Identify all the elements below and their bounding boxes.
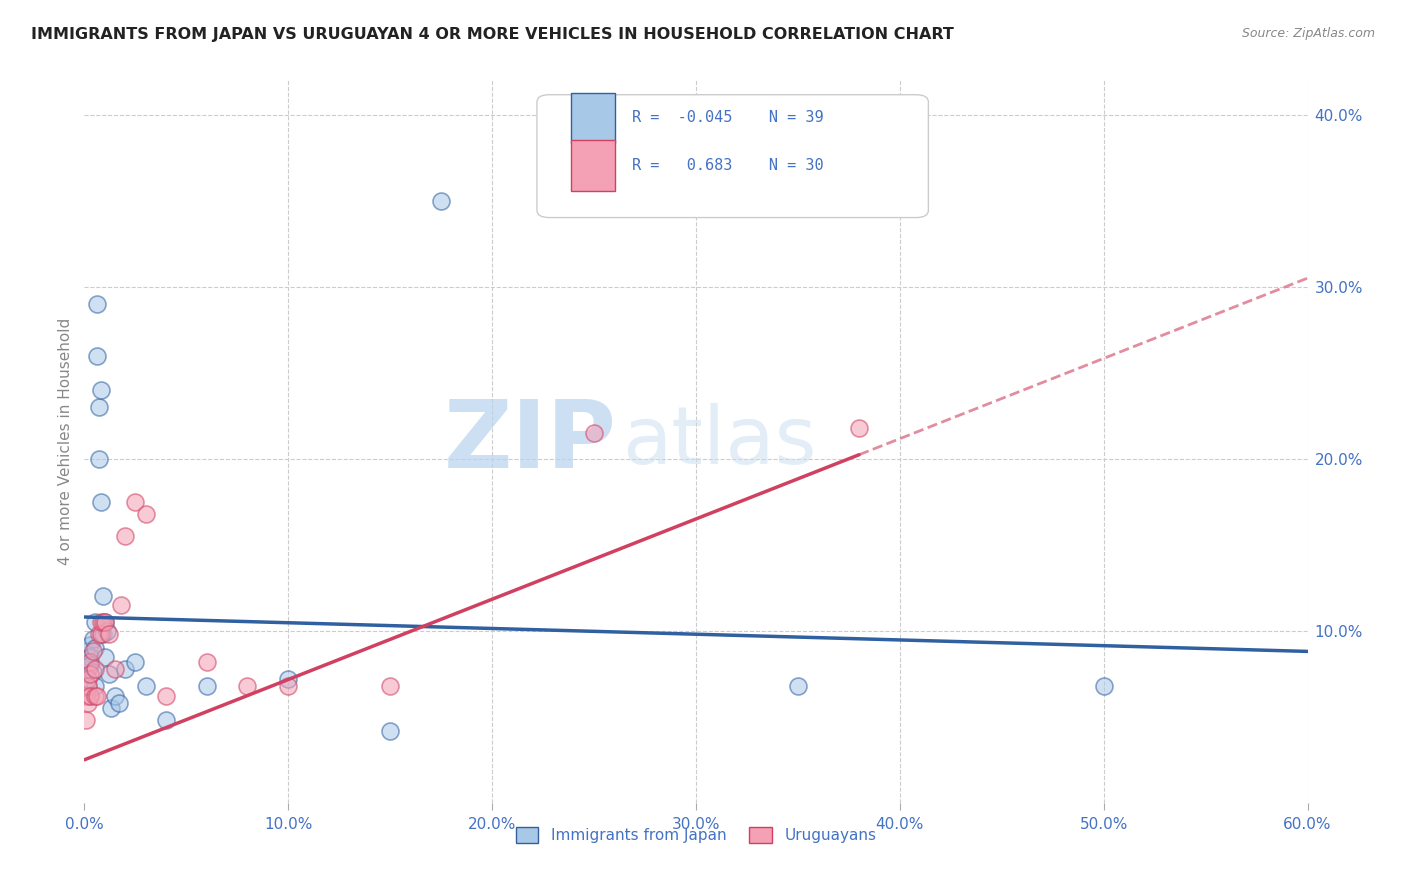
Text: R =   0.683    N = 30: R = 0.683 N = 30 — [633, 158, 824, 173]
Point — [124, 655, 146, 669]
Point — [135, 507, 157, 521]
Point — [82, 644, 104, 658]
Point — [91, 615, 114, 630]
Point — [97, 666, 120, 681]
Point — [787, 679, 810, 693]
Point — [82, 665, 104, 679]
Point — [77, 655, 100, 669]
Point — [77, 672, 100, 686]
Point — [79, 649, 101, 664]
Point — [77, 662, 100, 676]
Point — [83, 615, 105, 630]
Point — [77, 679, 100, 693]
Point — [91, 590, 114, 604]
Point — [108, 696, 131, 710]
Point — [135, 679, 157, 693]
Point — [79, 689, 101, 703]
Text: atlas: atlas — [623, 402, 817, 481]
Point — [83, 679, 105, 693]
Point — [848, 421, 870, 435]
Legend: Immigrants from Japan, Uruguayans: Immigrants from Japan, Uruguayans — [509, 822, 883, 849]
Point — [82, 632, 104, 647]
Point — [77, 696, 100, 710]
Point — [155, 713, 177, 727]
Point — [124, 494, 146, 508]
Point — [79, 666, 101, 681]
Point — [90, 615, 112, 630]
Point — [114, 529, 136, 543]
Text: ZIP: ZIP — [443, 395, 616, 488]
Text: IMMIGRANTS FROM JAPAN VS URUGUAYAN 4 OR MORE VEHICLES IN HOUSEHOLD CORRELATION C: IMMIGRANTS FROM JAPAN VS URUGUAYAN 4 OR … — [31, 27, 953, 42]
Point — [83, 662, 105, 676]
Point — [79, 655, 101, 669]
Point — [86, 297, 108, 311]
Point — [75, 644, 97, 658]
Point — [97, 627, 120, 641]
Text: Source: ZipAtlas.com: Source: ZipAtlas.com — [1241, 27, 1375, 40]
Point — [86, 349, 108, 363]
Point — [93, 649, 115, 664]
Point — [380, 679, 402, 693]
Point — [100, 701, 122, 715]
Point — [83, 640, 105, 655]
Point — [93, 615, 115, 630]
Point — [195, 655, 218, 669]
Point — [277, 679, 299, 693]
Point — [93, 615, 115, 630]
Point — [83, 689, 105, 703]
FancyBboxPatch shape — [571, 140, 616, 191]
Point — [86, 689, 108, 703]
Point — [87, 400, 110, 414]
Point — [79, 689, 101, 703]
FancyBboxPatch shape — [537, 95, 928, 218]
Point — [75, 713, 97, 727]
Point — [155, 689, 177, 703]
Point — [87, 627, 110, 641]
FancyBboxPatch shape — [571, 93, 616, 143]
Point — [236, 679, 259, 693]
Point — [1092, 679, 1115, 693]
Point — [114, 662, 136, 676]
Point — [87, 451, 110, 466]
Point — [91, 627, 114, 641]
Point — [77, 679, 100, 693]
Point — [583, 425, 606, 440]
Text: R =  -0.045    N = 39: R = -0.045 N = 39 — [633, 111, 824, 126]
Point — [430, 194, 453, 208]
Point — [104, 662, 127, 676]
Point — [104, 689, 127, 703]
Point — [79, 638, 101, 652]
Point — [75, 666, 97, 681]
Point — [96, 624, 118, 638]
Point — [195, 679, 218, 693]
Y-axis label: 4 or more Vehicles in Household: 4 or more Vehicles in Household — [58, 318, 73, 566]
Point — [90, 627, 112, 641]
Point — [75, 689, 97, 703]
Point — [79, 658, 101, 673]
Point — [277, 672, 299, 686]
Point — [110, 598, 132, 612]
Point — [380, 723, 402, 738]
Point — [90, 494, 112, 508]
Point — [90, 383, 112, 397]
